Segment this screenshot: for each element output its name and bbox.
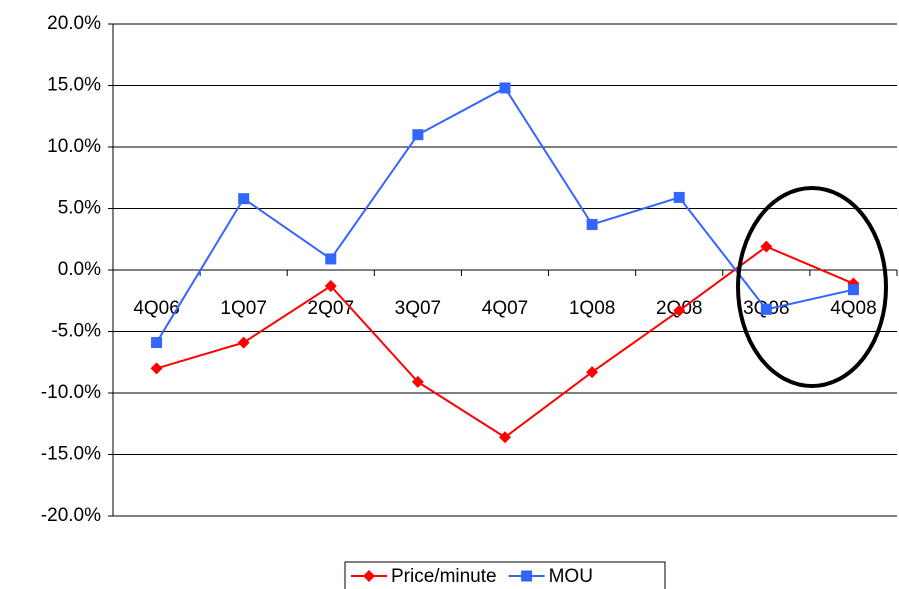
marker <box>586 218 598 230</box>
x-tick-label: 4Q07 <box>482 298 528 319</box>
y-tick-label: -5.0% <box>51 321 101 342</box>
x-tick-label: 2Q07 <box>308 298 354 319</box>
legend-label: Price/minute <box>391 566 497 587</box>
marker <box>238 193 250 205</box>
marker <box>412 129 424 141</box>
x-tick-label: 4Q06 <box>133 298 179 319</box>
y-tick-label: -15.0% <box>41 444 101 465</box>
y-tick-label: -20.0% <box>41 505 101 526</box>
y-tick-label: 5.0% <box>58 198 101 219</box>
highlight-ellipse <box>736 186 888 388</box>
marker <box>760 303 772 315</box>
marker <box>586 366 599 379</box>
marker <box>363 570 375 582</box>
x-tick-label: 3Q07 <box>395 298 441 319</box>
marker <box>499 431 511 444</box>
marker <box>521 570 533 582</box>
marker <box>150 362 163 375</box>
grid: -20.0% -15.0% -10.0% -5.0% 0.0% 5.0% 10.0% 15.0… <box>41 13 898 526</box>
x-tick-label: 1Q08 <box>569 298 615 319</box>
marker <box>325 253 337 265</box>
marker <box>237 336 250 349</box>
y-tick-label: 20.0% <box>47 13 101 34</box>
marker <box>673 191 685 203</box>
y-tick-label: -10.0% <box>41 382 101 403</box>
x-tick-label: 1Q07 <box>220 298 266 319</box>
marker <box>499 82 511 94</box>
plot-area <box>150 82 860 444</box>
y-tick-label: 15.0% <box>47 75 101 96</box>
marker <box>151 337 163 349</box>
marker <box>411 375 424 388</box>
y-tick-label: 10.0% <box>47 136 101 157</box>
x-tick-label: 4Q08 <box>830 298 876 319</box>
marker <box>760 240 773 253</box>
marker <box>673 304 686 317</box>
y-tick-label: 0.0% <box>58 259 101 280</box>
marker <box>847 284 859 296</box>
marker <box>324 279 337 292</box>
legend: Price/minute MOU <box>344 561 666 589</box>
legend-label: MOU <box>549 566 593 587</box>
legend-box <box>344 561 666 589</box>
